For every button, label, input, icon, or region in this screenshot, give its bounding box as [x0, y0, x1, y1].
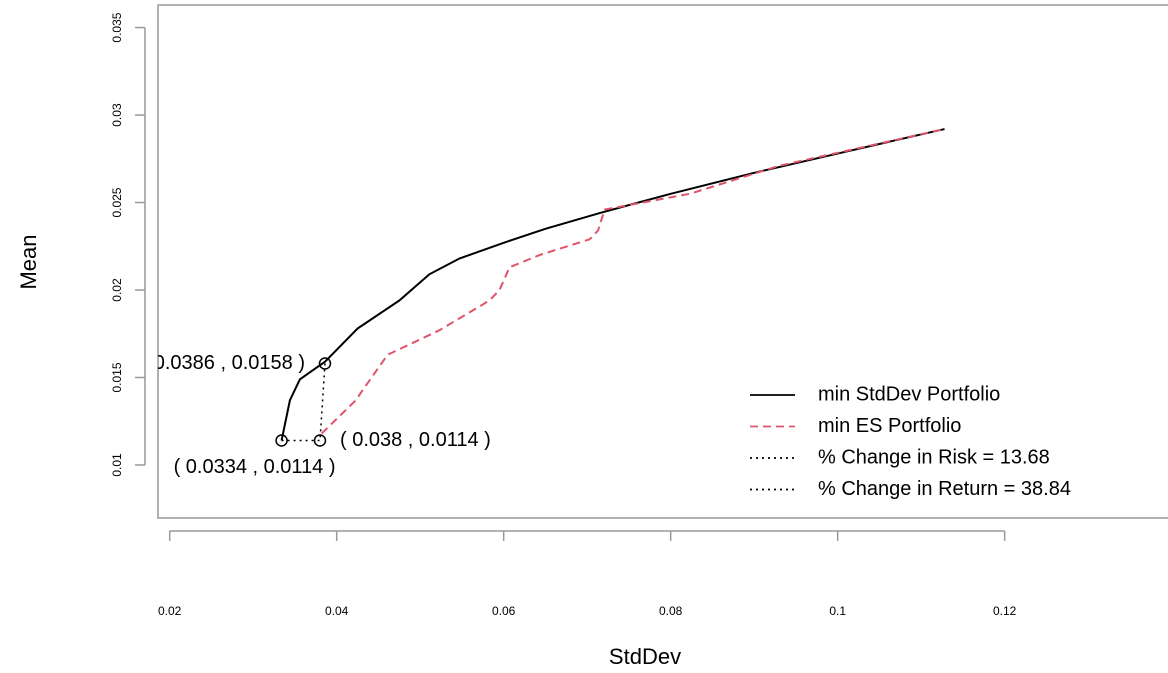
- point-label: ( 0.0386 , 0.0158 ): [142, 352, 305, 374]
- y-tick-label: 0.015: [110, 362, 124, 392]
- series-line: [320, 128, 945, 435]
- plot-box: [157, 4, 1168, 519]
- x-tick-label: 0.02: [158, 604, 182, 618]
- plot-area: ( 0.0334 , 0.0114 )( 0.038 , 0.0114 ) ( 0…: [142, 128, 945, 478]
- legend-label: % Change in Return = 38.84: [818, 478, 1071, 500]
- y-tick-label: 0.035: [110, 12, 124, 42]
- legend-label: min ES Portfolio: [818, 415, 961, 437]
- legend-label: % Change in Risk = 13.68: [818, 446, 1050, 468]
- point-marker: [275, 434, 288, 447]
- y-tick-label: 0.025: [110, 187, 124, 217]
- x-tick-label: 0.12: [993, 604, 1017, 618]
- legend-label: min StdDev Portfolio: [818, 383, 1000, 405]
- x-axis-title: StdDev: [609, 644, 681, 669]
- x-tick-label: 0.08: [659, 604, 683, 618]
- series-line: [280, 128, 945, 441]
- x-tick-label: 0.04: [325, 604, 349, 618]
- y-tick-label: 0.03: [110, 103, 124, 127]
- y-tick-label: 0.01: [110, 453, 124, 477]
- change-connector: [319, 363, 326, 441]
- x-tick-label: 0.06: [492, 604, 516, 618]
- y-tick-label: 0.02: [110, 278, 124, 302]
- y-axis-title: Mean: [16, 234, 41, 289]
- x-tick-label: 0.1: [829, 604, 846, 618]
- point-label: ( 0.038 , 0.0114 ): [340, 429, 491, 451]
- point-label: ( 0.0334 , 0.0114 ): [174, 456, 336, 478]
- point-marker: [318, 357, 332, 370]
- point-marker: [313, 434, 327, 447]
